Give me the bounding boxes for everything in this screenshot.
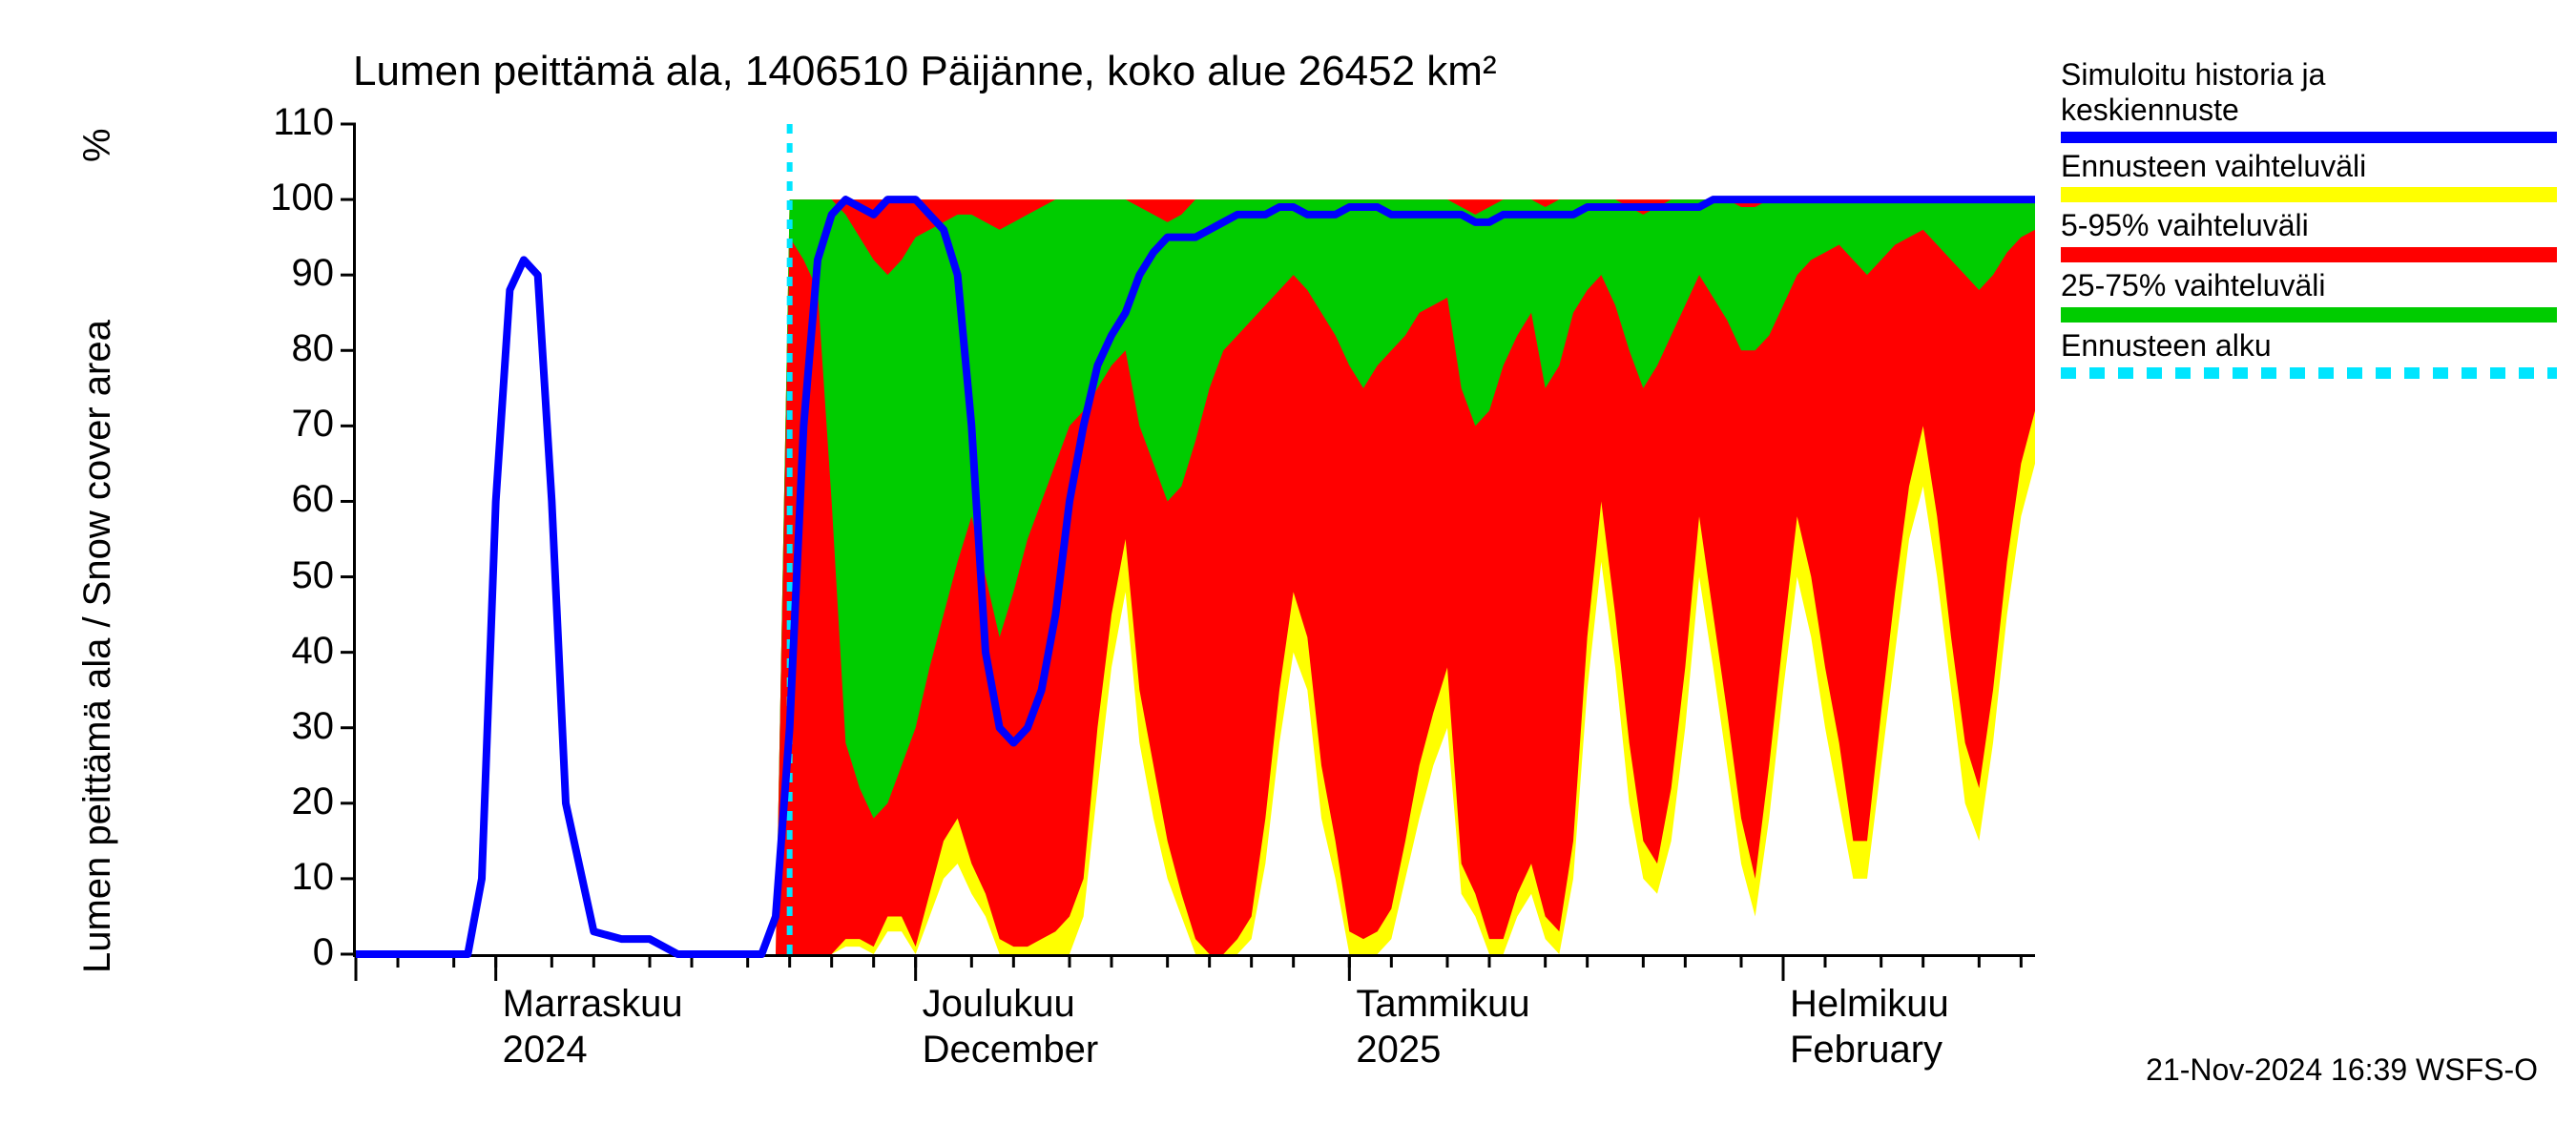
legend-label: Simuloitu historia jakeskiennuste xyxy=(2061,57,2557,128)
x-tick-label-top: Tammikuu xyxy=(1356,983,1529,1026)
y-tick-label: 80 xyxy=(229,327,334,370)
y-tick-label: 30 xyxy=(229,705,334,748)
y-tick-label: 110 xyxy=(229,101,334,144)
legend-label: Ennusteen alku xyxy=(2061,328,2557,364)
legend-label: 5-95% vaihteluväli xyxy=(2061,208,2557,243)
legend-swatch xyxy=(2061,132,2557,143)
y-tick-label: 10 xyxy=(229,856,334,899)
legend-swatch xyxy=(2061,367,2557,379)
x-tick-label-top: Marraskuu xyxy=(503,983,683,1026)
legend-swatch xyxy=(2061,187,2557,202)
x-tick-label-bottom: 2024 xyxy=(503,1029,588,1072)
y-axis-label: Lumen peittämä ala / Snow cover area xyxy=(76,320,119,973)
plot-area xyxy=(353,124,2035,957)
legend-entry: 25-75% vaihteluväli xyxy=(2061,268,2557,323)
chart-title: Lumen peittämä ala, 1406510 Päijänne, ko… xyxy=(353,48,1497,95)
footer-timestamp: 21-Nov-2024 16:39 WSFS-O xyxy=(2146,1052,2538,1088)
x-tick-label-bottom: 2025 xyxy=(1356,1029,1441,1072)
legend-swatch xyxy=(2061,247,2557,262)
legend-entry: 5-95% vaihteluväli xyxy=(2061,208,2557,262)
y-tick-label: 0 xyxy=(229,931,334,974)
y-tick-label: 90 xyxy=(229,252,334,295)
y-tick-label: 60 xyxy=(229,478,334,521)
y-tick-label: 20 xyxy=(229,781,334,823)
y-axis-unit: % xyxy=(76,128,119,162)
legend-entry: Simuloitu historia jakeskiennuste xyxy=(2061,57,2557,143)
legend-entry: Ennusteen alku xyxy=(2061,328,2557,379)
legend-entry: Ennusteen vaihteluväli xyxy=(2061,149,2557,203)
x-tick-label-bottom: December xyxy=(923,1029,1099,1072)
legend-label: Ennusteen vaihteluväli xyxy=(2061,149,2557,184)
legend: Simuloitu historia jakeskiennuste Ennuste… xyxy=(2061,57,2557,385)
legend-label: 25-75% vaihteluväli xyxy=(2061,268,2557,303)
x-tick-label-bottom: February xyxy=(1790,1029,1942,1072)
y-tick-label: 40 xyxy=(229,630,334,673)
y-tick-label: 50 xyxy=(229,554,334,597)
legend-swatch xyxy=(2061,307,2557,323)
x-tick-label-top: Joulukuu xyxy=(923,983,1075,1026)
y-tick-label: 100 xyxy=(229,177,334,219)
chart-container: Lumen peittämä ala, 1406510 Päijänne, ko… xyxy=(0,0,2576,1145)
plot-svg xyxy=(356,124,2035,954)
x-tick-label-top: Helmikuu xyxy=(1790,983,1949,1026)
y-tick-label: 70 xyxy=(229,403,334,446)
